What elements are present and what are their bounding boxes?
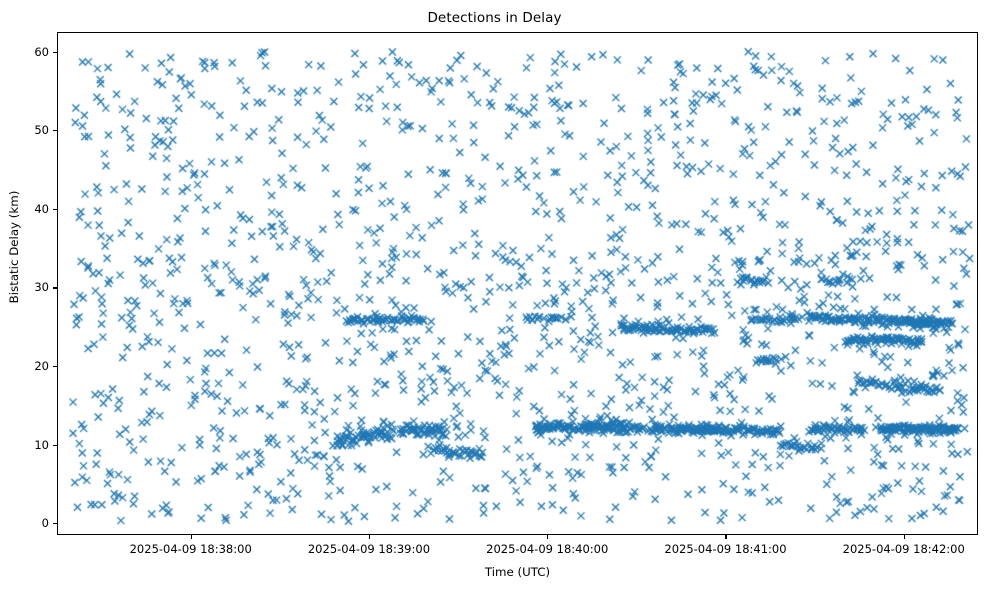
scatter-plot-canvas [58, 33, 977, 534]
y-axis-label: Bistatic Delay (km) [7, 190, 21, 304]
x-axis-label: Time (UTC) [484, 565, 551, 579]
x-tick-label: 2025-04-09 18:39:00 [307, 542, 431, 556]
y-tick-mark [53, 130, 57, 132]
x-tick-mark [547, 535, 549, 539]
y-tick-label: 60 [34, 44, 49, 59]
x-tick-mark [190, 535, 192, 539]
y-tick-mark [53, 51, 57, 53]
y-tick-mark [53, 366, 57, 368]
y-tick-mark [53, 444, 57, 446]
x-tick-mark [725, 535, 727, 539]
y-tick-mark [53, 208, 57, 210]
x-tick-mark [903, 535, 905, 539]
y-tick-mark [53, 523, 57, 525]
y-tick-label: 30 [34, 280, 49, 295]
y-tick-label: 10 [34, 437, 49, 452]
y-tick-label: 40 [34, 201, 49, 216]
x-tick-mark [368, 535, 371, 539]
y-tick-mark [53, 287, 57, 289]
chart-title: Detections in Delay [427, 10, 562, 26]
y-tick-label: 50 [34, 123, 49, 138]
y-axis-tick-group: 0 10 20 30 40 50 60 [0, 0, 57, 590]
x-tick-label: 2025-04-09 18:41:00 [664, 542, 787, 556]
plot-area [57, 32, 978, 535]
y-tick-label: 0 [41, 516, 49, 531]
x-tick-label: 2025-04-09 18:42:00 [842, 542, 965, 556]
y-tick-label: 20 [34, 359, 49, 374]
x-tick-label: 2025-04-09 18:38:00 [129, 542, 252, 556]
x-tick-label: 2025-04-09 18:40:00 [486, 542, 609, 556]
